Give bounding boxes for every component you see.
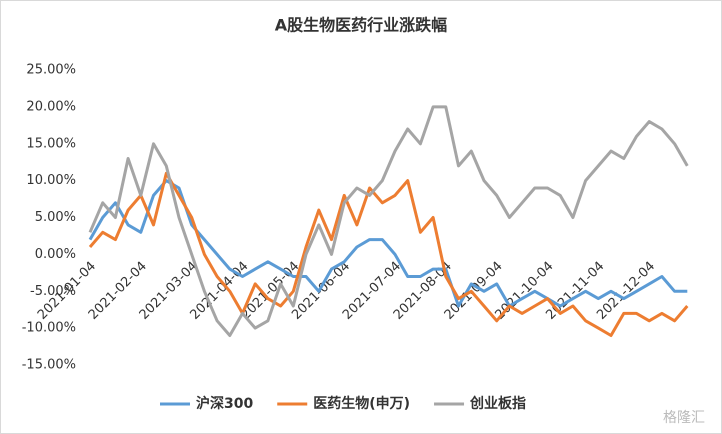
legend-label: 沪深300 — [196, 395, 253, 412]
y-tick-label: 0.00% — [35, 247, 76, 262]
series-line — [88, 105, 689, 337]
y-tick-label: 15.00% — [26, 136, 76, 151]
y-tick-label: -5.00% — [30, 284, 76, 299]
y-tick-label: -10.00% — [22, 321, 76, 336]
y-tick-label: -15.00% — [22, 358, 76, 373]
y-tick-label: 25.00% — [26, 63, 76, 78]
y-tick-label: 20.00% — [26, 99, 76, 114]
y-tick-label: 10.00% — [26, 173, 76, 188]
y-tick-label: 5.00% — [35, 210, 76, 225]
legend-label: 医药生物(申万) — [313, 395, 410, 412]
legend-label: 创业板指 — [469, 395, 526, 412]
watermark: 格隆汇 — [663, 410, 705, 426]
series-line — [88, 179, 688, 308]
chart-title: A股生物医药行业涨跌幅 — [275, 16, 447, 35]
series-line — [88, 171, 689, 337]
